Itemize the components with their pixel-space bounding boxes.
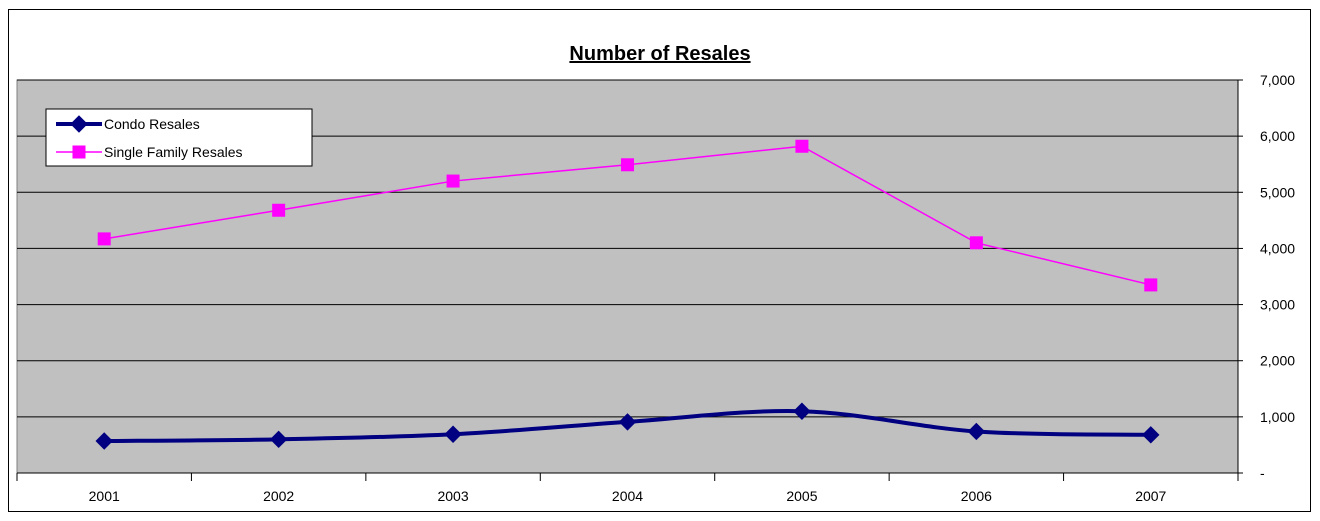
legend-item: Single Family Resales: [56, 144, 243, 160]
data-point: [272, 203, 286, 217]
legend-marker: [70, 115, 88, 133]
y-tick-label: 7,000: [1260, 72, 1295, 88]
y-axis: - 1,000 2,000 3,000 4,000 5,000 6,000 7,000: [1237, 72, 1295, 481]
gridlines: [17, 79, 1238, 418]
legend-marker: [72, 145, 86, 159]
x-tick-label: 2006: [961, 488, 992, 504]
series-layer: [95, 139, 1160, 450]
x-axis: 2001 2002 2003 2004 2005 2006 2007: [16, 472, 1239, 504]
series-condo-resales: [95, 402, 1160, 450]
y-tick-label: 6,000: [1260, 128, 1295, 144]
legend: Condo Resales Single Family Resales: [45, 108, 313, 167]
chart-area: 2001 2002 2003 2004 2005 2006 2007 - 1,000 2,000…: [8, 9, 1311, 512]
x-tick-label: 2001: [89, 488, 120, 504]
y-tick-label: 4,000: [1260, 240, 1295, 256]
data-point: [269, 430, 288, 449]
x-tick-label: 2002: [263, 488, 294, 504]
data-point: [97, 232, 111, 246]
data-point: [1142, 426, 1160, 444]
legend-label: Condo Resales: [104, 116, 200, 132]
x-tick-label: 2003: [437, 488, 468, 504]
legend-box: [45, 108, 313, 167]
data-point: [446, 174, 460, 188]
data-point: [793, 402, 811, 420]
data-point: [1144, 278, 1158, 292]
data-point: [618, 413, 637, 431]
series-single-family-resales: [97, 139, 1158, 292]
y-tick-label: 5,000: [1260, 184, 1295, 200]
y-tick-label: 3,000: [1260, 297, 1295, 313]
y-tick-label: 1,000: [1260, 409, 1295, 425]
line-chart: 2001 2002 2003 2004 2005 2006 2007 - 1,000 2,000…: [16, 43, 1295, 504]
legend-label: Single Family Resales: [104, 144, 243, 160]
chart-title: Number of Resales: [569, 43, 750, 65]
data-point: [795, 139, 809, 153]
data-point: [969, 236, 983, 250]
data-point: [621, 158, 634, 172]
data-point: [95, 432, 113, 450]
x-tick-label: 2005: [786, 488, 817, 504]
y-tick-label: 2,000: [1260, 353, 1295, 369]
data-point: [967, 422, 986, 441]
y-tick-label: -: [1260, 465, 1265, 481]
x-tick-label: 2004: [612, 488, 643, 504]
legend-item: Condo Resales: [56, 115, 200, 133]
data-point: [444, 425, 462, 443]
x-tick-label: 2007: [1135, 488, 1166, 504]
